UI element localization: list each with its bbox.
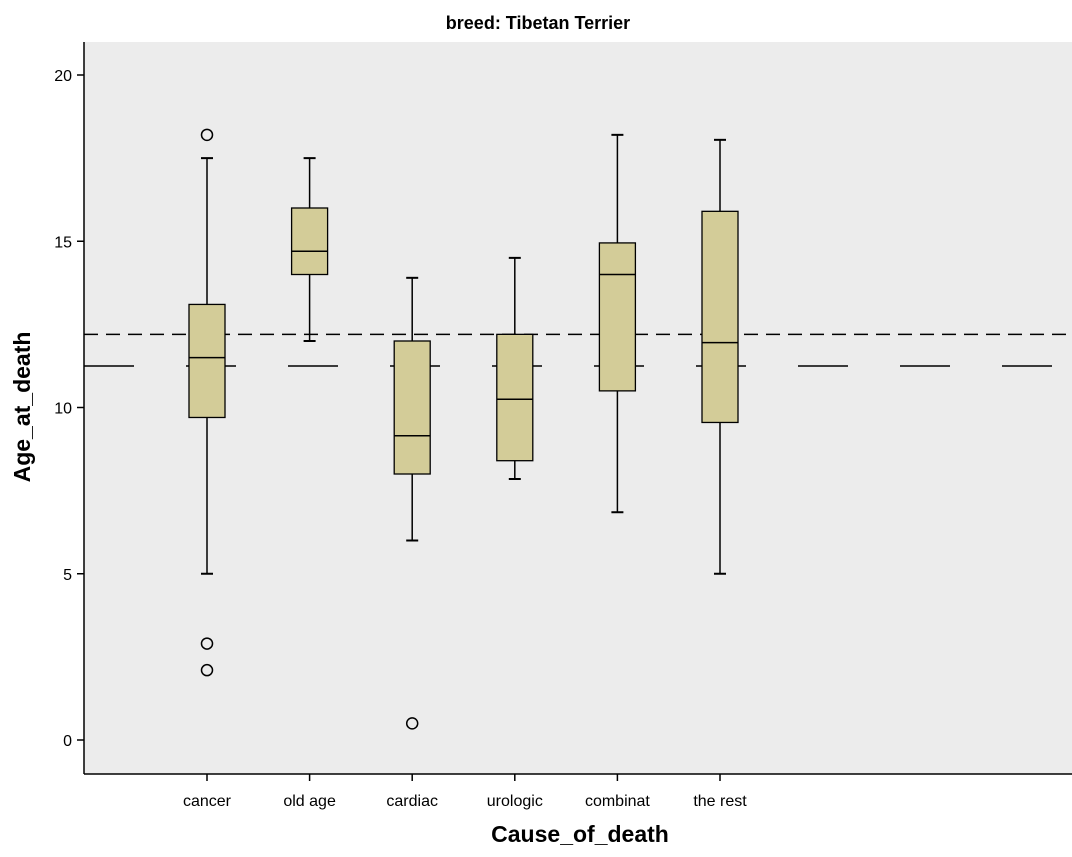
x-tick-label: cardiac [386,793,438,810]
box-iqr [290,207,329,276]
x-tick-label: the rest [693,793,747,810]
y-tick-label: 0 [63,733,72,750]
y-axis-label: Age_at_death [9,332,35,483]
box-old-age [290,157,329,342]
reference-lines [84,333,1072,367]
box-cancer [188,128,226,677]
outlier-point [405,717,419,730]
box-cardiac [393,276,431,730]
x-tick-label: old age [283,793,336,810]
box-iqr [496,333,534,462]
x-tick-label: combinat [585,793,650,810]
chart-title: breed: Tibetan Terrier [446,13,630,33]
outlier-point [200,128,214,142]
y-tick-label: 5 [63,567,72,584]
y-tick-label: 15 [54,234,72,251]
y-tick-label: 20 [54,68,72,85]
box-combinat [598,133,637,514]
box-iqr [393,340,431,475]
y-tick-label: 10 [54,401,72,418]
box-iqr [188,303,226,419]
x-tick-label: urologic [487,793,543,810]
plot-area [84,42,1072,774]
outlier-point [200,637,214,650]
x-tick-label: cancer [183,793,232,810]
box-urologic [496,256,534,480]
box-iqr [598,242,637,392]
outlier-point [200,663,214,677]
boxes [188,128,739,730]
box-the-rest [701,138,739,575]
x-ticks: cancer old age cardiac urologic combinat the … [183,774,747,810]
x-axis-label: Cause_of_death [491,821,669,847]
y-ticks: 0 5 10 15 20 [54,68,84,750]
box-iqr [701,210,739,424]
